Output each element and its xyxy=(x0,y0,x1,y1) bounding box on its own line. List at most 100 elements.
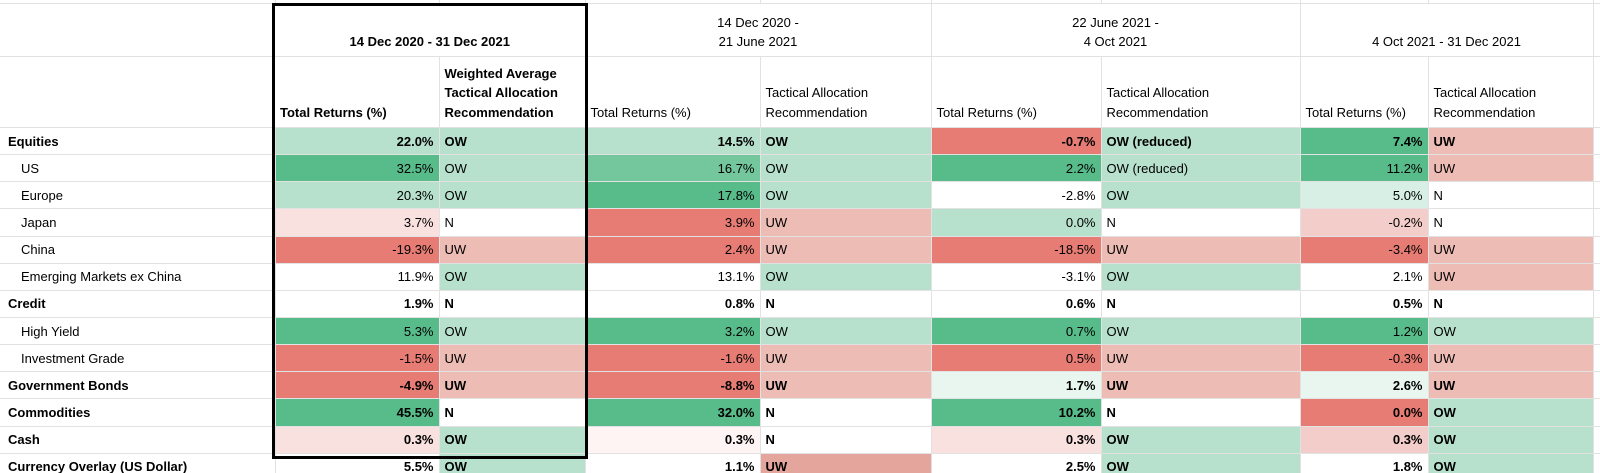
return-value-cell[interactable]: -0.3% xyxy=(1300,344,1429,373)
recommendation-cell[interactable]: UW xyxy=(1428,344,1594,373)
recommendation-cell[interactable]: UW xyxy=(1428,263,1594,291)
return-value-cell[interactable]: 0.5% xyxy=(1300,290,1429,318)
recommendation-cell[interactable]: OW xyxy=(1101,181,1301,210)
recommendation-cell[interactable]: OW xyxy=(760,154,932,183)
return-value-cell[interactable]: 0.8% xyxy=(585,290,761,318)
column-header-weighted-average[interactable]: Weighted Average Tactical Allocation Rec… xyxy=(439,56,586,128)
return-value-cell[interactable]: 11.9% xyxy=(275,263,440,291)
column-header-total-returns-3[interactable]: Total Returns (%) xyxy=(931,56,1102,128)
return-value-cell[interactable]: 2.6% xyxy=(1300,371,1429,400)
return-value-cell[interactable]: -8.8% xyxy=(585,371,761,400)
recommendation-cell[interactable]: UW xyxy=(439,344,586,373)
return-value-cell[interactable]: 17.8% xyxy=(585,181,761,210)
column-header-total-returns-4[interactable]: Total Returns (%) xyxy=(1300,56,1429,128)
column-header-tactical-2[interactable]: Tactical Allocation Recommendation xyxy=(760,56,932,128)
recommendation-cell[interactable]: UW xyxy=(760,344,932,373)
return-value-cell[interactable]: 0.0% xyxy=(1300,398,1429,427)
row-label-cell[interactable]: Emerging Markets ex China xyxy=(0,263,276,291)
return-value-cell[interactable]: 2.4% xyxy=(585,236,761,264)
return-value-cell[interactable]: 5.5% xyxy=(275,453,440,473)
row-label-cell[interactable]: Investment Grade xyxy=(0,344,276,373)
return-value-cell[interactable]: 10.2% xyxy=(931,398,1102,427)
return-value-cell[interactable]: 7.4% xyxy=(1300,127,1429,156)
recommendation-cell[interactable]: N xyxy=(1101,208,1301,237)
recommendation-cell[interactable]: OW xyxy=(439,181,586,210)
return-value-cell[interactable]: -3.1% xyxy=(931,263,1102,291)
return-value-cell[interactable]: 0.5% xyxy=(931,344,1102,373)
row-label-cell[interactable]: Commodities xyxy=(0,398,276,427)
recommendation-cell[interactable]: UW xyxy=(1428,371,1594,400)
recommendation-cell[interactable]: UW xyxy=(1101,344,1301,373)
recommendation-cell[interactable]: UW xyxy=(760,208,932,237)
return-value-cell[interactable]: 16.7% xyxy=(585,154,761,183)
return-value-cell[interactable]: 0.3% xyxy=(1300,426,1429,454)
return-value-cell[interactable]: 1.7% xyxy=(931,371,1102,400)
return-value-cell[interactable]: 0.0% xyxy=(931,208,1102,237)
recommendation-cell[interactable]: UW xyxy=(760,371,932,400)
return-value-cell[interactable]: 3.9% xyxy=(585,208,761,237)
recommendation-cell[interactable]: N xyxy=(1428,181,1594,210)
row-label-cell[interactable]: High Yield xyxy=(0,317,276,346)
recommendation-cell[interactable]: OW xyxy=(1101,453,1301,473)
return-value-cell[interactable]: 0.7% xyxy=(931,317,1102,346)
recommendation-cell[interactable]: OW (reduced) xyxy=(1101,127,1301,156)
recommendation-cell[interactable]: N xyxy=(439,398,586,427)
return-value-cell[interactable]: 13.1% xyxy=(585,263,761,291)
return-value-cell[interactable]: 45.5% xyxy=(275,398,440,427)
recommendation-cell[interactable]: N xyxy=(1428,290,1594,318)
recommendation-cell[interactable]: N xyxy=(760,426,932,454)
empty-cell[interactable] xyxy=(0,3,275,57)
recommendation-cell[interactable]: N xyxy=(439,290,586,318)
recommendation-cell[interactable]: OW xyxy=(760,317,932,346)
return-value-cell[interactable]: 0.6% xyxy=(931,290,1102,318)
return-value-cell[interactable]: 2.5% xyxy=(931,453,1102,473)
return-value-cell[interactable]: -0.2% xyxy=(1300,208,1429,237)
return-value-cell[interactable]: 32.0% xyxy=(585,398,761,427)
row-label-cell[interactable]: Equities xyxy=(0,127,276,156)
return-value-cell[interactable]: 22.0% xyxy=(275,127,440,156)
column-header-tactical-4[interactable]: Tactical Allocation Recommendation xyxy=(1428,56,1594,128)
recommendation-cell[interactable]: OW xyxy=(760,263,932,291)
recommendation-cell[interactable]: OW xyxy=(760,127,932,156)
return-value-cell[interactable]: 1.9% xyxy=(275,290,440,318)
return-value-cell[interactable]: 5.3% xyxy=(275,317,440,346)
recommendation-cell[interactable]: OW xyxy=(439,154,586,183)
return-value-cell[interactable]: 1.2% xyxy=(1300,317,1429,346)
period-header-2[interactable]: 14 Dec 2020 - 21 June 2021 xyxy=(585,3,932,57)
recommendation-cell[interactable]: OW xyxy=(439,127,586,156)
recommendation-cell[interactable]: N xyxy=(439,208,586,237)
recommendation-cell[interactable]: N xyxy=(760,398,932,427)
return-value-cell[interactable]: 2.2% xyxy=(931,154,1102,183)
recommendation-cell[interactable]: OW xyxy=(1101,317,1301,346)
return-value-cell[interactable]: -1.5% xyxy=(275,344,440,373)
return-value-cell[interactable]: 3.2% xyxy=(585,317,761,346)
return-value-cell[interactable]: 0.3% xyxy=(275,426,440,454)
recommendation-cell[interactable]: UW xyxy=(1428,154,1594,183)
return-value-cell[interactable]: -3.4% xyxy=(1300,236,1429,264)
return-value-cell[interactable]: 1.1% xyxy=(585,453,761,473)
recommendation-cell[interactable]: N xyxy=(1428,208,1594,237)
recommendation-cell[interactable]: OW xyxy=(760,181,932,210)
recommendation-cell[interactable]: OW xyxy=(1428,398,1594,427)
recommendation-cell[interactable]: OW xyxy=(439,426,586,454)
row-label-cell[interactable]: Europe xyxy=(0,181,276,210)
return-value-cell[interactable]: -0.7% xyxy=(931,127,1102,156)
row-label-cell[interactable]: China xyxy=(0,236,276,264)
column-header-tactical-3[interactable]: Tactical Allocation Recommendation xyxy=(1101,56,1301,128)
empty-cell[interactable] xyxy=(0,56,275,128)
return-value-cell[interactable]: 0.3% xyxy=(931,426,1102,454)
recommendation-cell[interactable]: UW xyxy=(439,236,586,264)
recommendation-cell[interactable]: OW (reduced) xyxy=(1101,154,1301,183)
recommendation-cell[interactable]: N xyxy=(760,290,932,318)
recommendation-cell[interactable]: OW xyxy=(439,453,586,473)
return-value-cell[interactable]: -2.8% xyxy=(931,181,1102,210)
row-label-cell[interactable]: Government Bonds xyxy=(0,371,276,400)
return-value-cell[interactable]: 20.3% xyxy=(275,181,440,210)
return-value-cell[interactable]: -4.9% xyxy=(275,371,440,400)
recommendation-cell[interactable]: OW xyxy=(1101,263,1301,291)
recommendation-cell[interactable]: UW xyxy=(439,371,586,400)
column-header-total-returns-2[interactable]: Total Returns (%) xyxy=(585,56,761,128)
recommendation-cell[interactable]: OW xyxy=(439,263,586,291)
period-header-3[interactable]: 22 June 2021 - 4 Oct 2021 xyxy=(931,3,1301,57)
return-value-cell[interactable]: 5.0% xyxy=(1300,181,1429,210)
